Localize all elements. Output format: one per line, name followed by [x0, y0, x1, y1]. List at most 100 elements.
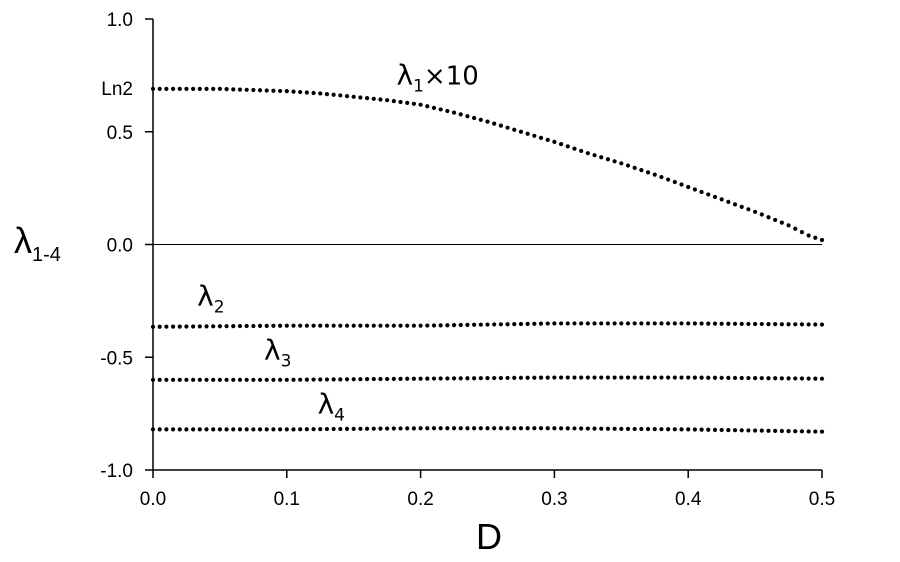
data-point	[759, 212, 764, 217]
annotation-lambda-4: λ4	[318, 388, 345, 426]
data-point	[398, 376, 403, 381]
x-tick-label: 0.3	[541, 489, 567, 510]
data-point	[398, 323, 403, 328]
data-point	[706, 375, 711, 380]
x-tick-label: 0.2	[407, 489, 433, 510]
data-point	[244, 323, 249, 329]
data-point	[719, 197, 724, 202]
data-point	[150, 427, 156, 432]
data-point	[465, 426, 470, 431]
data-point	[766, 376, 771, 381]
data-point	[492, 375, 497, 381]
data-point	[378, 426, 383, 431]
data-point	[672, 427, 677, 432]
data-point	[699, 189, 704, 195]
data-point	[579, 426, 584, 431]
data-point	[766, 215, 771, 220]
data-point	[231, 324, 236, 329]
data-point	[538, 321, 544, 326]
y-axis-label-sub: 1-4	[32, 244, 61, 266]
data-point	[364, 377, 370, 382]
data-point	[458, 322, 463, 328]
data-point	[659, 375, 664, 380]
series-1	[150, 86, 825, 243]
data-point	[291, 89, 296, 94]
data-point	[418, 426, 423, 431]
data-point	[251, 323, 256, 329]
data-point	[572, 375, 577, 380]
data-point	[257, 427, 263, 432]
data-point	[177, 427, 182, 432]
data-point	[619, 426, 624, 431]
data-point	[512, 426, 517, 431]
data-point	[599, 155, 604, 160]
data-point	[405, 426, 410, 431]
y-tick-label: -1.0	[100, 461, 133, 482]
data-point	[585, 426, 590, 431]
data-point	[217, 377, 222, 382]
data-point	[786, 429, 791, 434]
data-point	[338, 323, 343, 328]
data-point	[170, 86, 176, 92]
data-point	[271, 427, 276, 432]
data-point	[150, 377, 156, 382]
y-axis-label: λ1-4	[14, 220, 61, 266]
data-point	[445, 108, 450, 114]
data-point	[385, 376, 390, 382]
data-point	[793, 429, 798, 434]
data-point	[706, 321, 711, 326]
data-point	[378, 323, 383, 328]
data-point	[478, 426, 483, 431]
data-point	[498, 322, 503, 327]
data-point	[686, 427, 691, 432]
data-point	[679, 375, 684, 380]
data-point	[558, 321, 564, 326]
data-point	[458, 426, 463, 431]
data-point	[793, 226, 798, 231]
data-point	[311, 377, 316, 382]
data-point	[278, 377, 283, 382]
data-point	[686, 375, 691, 380]
data-point	[732, 428, 738, 433]
data-point	[686, 184, 691, 190]
data-point	[518, 129, 524, 134]
data-point	[338, 377, 343, 382]
data-point	[512, 127, 517, 132]
data-point	[766, 322, 771, 327]
data-point	[298, 427, 303, 432]
data-point	[211, 427, 216, 432]
data-point	[619, 375, 624, 380]
data-point	[324, 323, 330, 328]
data-point	[257, 88, 263, 93]
data-point	[164, 86, 169, 92]
data-point	[525, 426, 530, 431]
data-point	[224, 427, 229, 432]
data-point	[318, 323, 323, 328]
data-point	[418, 323, 423, 328]
data-point	[558, 142, 564, 147]
x-axis-label: D	[476, 516, 502, 557]
data-point	[458, 376, 463, 381]
data-point	[632, 375, 637, 380]
data-point	[773, 376, 778, 381]
data-point	[746, 428, 751, 433]
data-point	[659, 321, 664, 326]
data-point	[304, 427, 309, 432]
data-point	[585, 151, 590, 156]
data-point	[251, 377, 256, 382]
data-point	[786, 223, 791, 228]
data-point	[398, 99, 403, 105]
data-point	[532, 375, 537, 380]
data-point	[732, 202, 738, 207]
data-point	[692, 187, 697, 192]
data-point	[545, 426, 550, 431]
data-point	[298, 89, 303, 95]
data-point	[692, 321, 697, 326]
data-point	[679, 321, 684, 326]
data-point	[726, 427, 731, 433]
data-point	[284, 377, 289, 382]
data-point	[244, 87, 249, 92]
data-point	[291, 323, 296, 328]
data-point	[686, 321, 691, 326]
data-point	[364, 96, 370, 101]
